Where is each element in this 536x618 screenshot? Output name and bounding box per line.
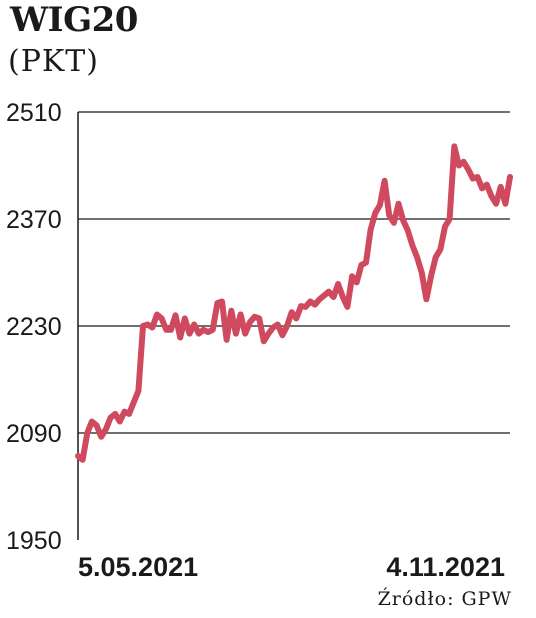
y-tick-label: 2370	[6, 206, 62, 234]
y-tick-label: 2090	[6, 420, 62, 448]
x-tick-label-end: 4.11.2021	[386, 552, 505, 582]
source-note: Źródło: GPW	[377, 588, 512, 610]
y-axis-ticks: 1950 2090 2230 2370 2510	[6, 99, 62, 555]
y-tick-label: 1950	[6, 527, 62, 555]
series-group	[75, 143, 513, 463]
y-tick-label: 2230	[6, 313, 62, 341]
series-line	[75, 143, 513, 463]
y-tick-label: 2510	[6, 99, 62, 127]
chart-subtitle: (PKT)	[8, 44, 100, 79]
x-tick-label-start: 5.05.2021	[78, 552, 198, 582]
gridlines	[78, 111, 510, 434]
chart-title: WIG20	[10, 0, 138, 40]
